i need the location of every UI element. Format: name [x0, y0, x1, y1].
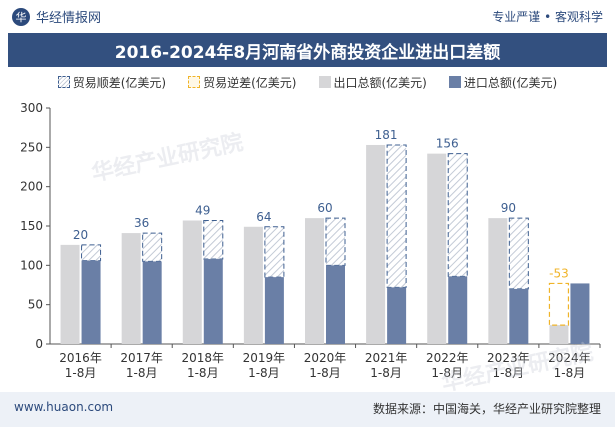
brand-logo-icon: 华	[12, 7, 30, 26]
x-tick-label: 2024年	[548, 351, 591, 365]
import-bar	[81, 260, 101, 344]
legend-item-import: 进口总额(亿美元)	[448, 72, 558, 92]
x-tick-label: 1-8月	[370, 366, 402, 380]
legend-swatch-surplus	[57, 76, 70, 88]
trade-surplus-bar	[264, 226, 285, 278]
export-bar	[60, 244, 80, 344]
export-bar	[182, 220, 202, 344]
import-bar	[264, 277, 284, 344]
balance-data-label: 60	[317, 201, 332, 215]
balance-data-label: 156	[436, 137, 459, 151]
legend-label-export: 出口总额(亿美元)	[333, 75, 427, 90]
x-tick-label: 1-8月	[309, 366, 341, 380]
balance-data-label: 36	[134, 216, 149, 230]
top-bar: 华 华经情报网 专业严谨 • 客观科学	[0, 0, 615, 32]
import-bar	[142, 261, 162, 344]
x-tick-label: 2019年	[243, 351, 286, 365]
export-bar	[488, 218, 508, 344]
trade-surplus-bar	[386, 144, 407, 288]
balance-data-label: -53	[549, 266, 569, 280]
balance-data-label: 20	[73, 228, 88, 242]
legend-label-import: 进口总额(亿美元)	[463, 75, 558, 90]
brand-name: 华经情报网	[36, 11, 102, 26]
x-tick-label: 2018年	[182, 351, 225, 365]
trade-surplus-bar	[325, 217, 346, 266]
y-tick-label: 0	[35, 337, 43, 351]
balance-data-label: 49	[195, 203, 210, 217]
x-tick-label: 2022年	[426, 351, 469, 365]
trade-surplus-bar	[508, 217, 529, 290]
legend-swatch-import	[448, 76, 461, 88]
trade-surplus-bar	[142, 232, 163, 262]
trade-surplus-bar	[81, 244, 102, 262]
import-bar	[570, 283, 590, 344]
export-bar	[305, 218, 324, 344]
export-bar	[427, 153, 447, 344]
export-bar	[243, 226, 263, 344]
legend-label-surplus: 贸易顺差(亿美元)	[72, 75, 167, 90]
balance-data-label: 90	[501, 201, 516, 215]
site-link[interactable]: www.huaon.com	[14, 400, 114, 414]
y-tick-label: 50	[28, 298, 43, 312]
x-tick-label: 1-8月	[126, 366, 158, 380]
legend-item-surplus: 贸易顺差(亿美元)	[57, 72, 167, 92]
x-tick-label: 2023年	[487, 351, 530, 365]
export-bar	[366, 144, 386, 344]
import-bar	[509, 288, 529, 344]
balance-data-label: 181	[375, 128, 398, 142]
tagline: 专业严谨 • 客观科学	[492, 10, 603, 24]
x-tick-label: 2020年	[304, 351, 347, 365]
legend-item-deficit: 贸易逆差(亿美元)	[188, 72, 297, 92]
x-tick-label: 2016年	[59, 351, 102, 365]
y-tick-label: 200	[20, 180, 43, 194]
export-bar	[121, 233, 141, 344]
trade-surplus-bar	[447, 153, 468, 277]
x-tick-label: 1-8月	[554, 366, 586, 380]
y-tick-label: 300	[20, 101, 43, 115]
legend-item-export: 出口总额(亿美元)	[318, 72, 427, 92]
import-bar	[387, 287, 407, 344]
x-tick-label: 2021年	[365, 351, 408, 365]
footer: www.huaon.com 数据来源：中国海关，华经产业研究院整理	[0, 392, 615, 427]
x-tick-label: 1-8月	[65, 366, 97, 380]
y-tick-label: 150	[20, 219, 43, 233]
chart-title: 2016-2024年8月河南省外商投资企业进出口差额	[8, 33, 607, 67]
x-tick-label: 1-8月	[431, 366, 463, 380]
trade-deficit-bar	[548, 282, 570, 326]
data-source: 数据来源：中国海关，华经产业研究院整理	[372, 402, 601, 416]
x-tick-label: 1-8月	[187, 366, 219, 380]
import-bar	[326, 265, 345, 344]
x-tick-label: 1-8月	[248, 366, 280, 380]
export-bar	[549, 325, 569, 344]
import-bar	[203, 259, 223, 344]
import-bar	[448, 276, 468, 344]
x-tick-label: 1-8月	[493, 366, 525, 380]
brand[interactable]: 华 华经情报网	[12, 7, 101, 26]
legend-label-deficit: 贸易逆差(亿美元)	[203, 75, 297, 90]
y-tick-label: 250	[20, 140, 43, 154]
legend-swatch-deficit	[188, 76, 201, 88]
x-tick-label: 2017年	[120, 351, 163, 365]
y-tick-label: 100	[20, 258, 43, 272]
chart-plot: 050100150200250300202016年1-8月362017年1-8月…	[20, 101, 601, 380]
chart-legend: 贸易顺差(亿美元) 贸易逆差(亿美元) 出口总额(亿美元) 进口总额(亿美元)	[0, 72, 615, 92]
trade-surplus-bar	[203, 219, 224, 260]
balance-data-label: 64	[256, 210, 271, 224]
legend-swatch-export	[318, 76, 331, 88]
